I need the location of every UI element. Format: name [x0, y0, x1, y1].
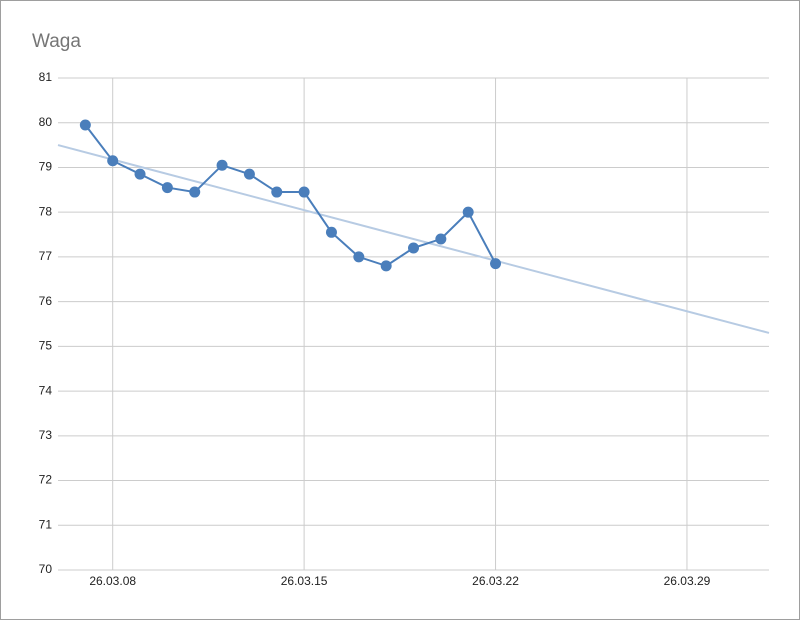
y-tick-label: 81	[39, 70, 53, 84]
y-tick-label: 72	[39, 473, 53, 487]
data-point	[353, 251, 365, 263]
y-tick-label: 77	[39, 249, 53, 263]
data-point	[408, 242, 419, 254]
y-tick-label: 71	[39, 517, 53, 531]
y-tick-label: 79	[39, 160, 53, 174]
data-point	[79, 119, 91, 131]
data-point	[243, 168, 255, 180]
y-tick-label: 78	[39, 204, 53, 218]
data-point	[271, 186, 283, 198]
data-point	[325, 226, 337, 238]
data-point	[298, 186, 310, 198]
data-point	[490, 258, 502, 270]
data-point	[107, 155, 119, 167]
data-point	[161, 182, 173, 194]
y-tick-label: 80	[39, 115, 53, 129]
data-point	[380, 260, 392, 272]
data-point	[462, 206, 474, 218]
data-point	[189, 186, 201, 198]
y-tick-label: 74	[39, 383, 53, 397]
data-point	[134, 168, 146, 180]
chart-title: Waga	[32, 31, 81, 52]
x-tick-label: 26.03.22	[472, 574, 519, 588]
data-point	[435, 233, 447, 245]
series-line	[84, 124, 497, 267]
x-tick-label: 26.03.29	[664, 574, 711, 588]
data-point	[216, 159, 228, 171]
y-tick-label: 70	[39, 562, 53, 576]
x-tick-label: 26.03.15	[281, 574, 328, 588]
x-tick-label: 26.03.08	[89, 574, 136, 588]
y-tick-label: 73	[39, 428, 53, 442]
y-tick-label: 75	[39, 339, 53, 353]
trendline	[57, 144, 770, 334]
y-tick-label: 76	[39, 294, 53, 308]
